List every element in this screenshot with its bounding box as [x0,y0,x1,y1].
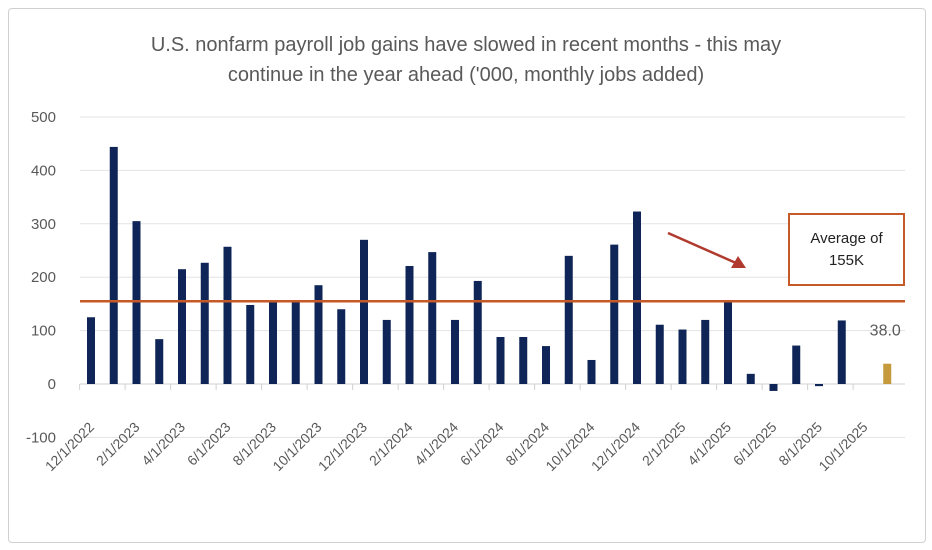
bar [701,319,710,384]
bar [473,280,482,384]
bar [132,221,141,384]
y-tick-label: 200 [31,269,56,286]
x-tick-label: 12/1/2024 [588,419,644,475]
bar [678,329,687,384]
annotation-line-1: Average of [810,229,883,247]
bar [337,309,346,384]
bar [746,373,755,384]
bar [496,337,505,384]
x-tick-label: 6/1/2023 [184,419,234,469]
bar [792,345,801,384]
x-tick-label: 6/1/2024 [457,419,507,469]
y-tick-label: 0 [48,376,56,393]
bar [587,359,596,384]
bar [200,262,209,384]
x-tick-label: 2/1/2023 [93,419,143,469]
annotation-line-2: 155K [828,251,865,269]
data-label: 38.0 [870,323,901,340]
chart-title: U.S. nonfarm payroll job gains have slow… [0,30,932,90]
x-tick-label: 12/1/2023 [315,419,371,475]
bar [178,269,186,384]
x-tick-label: 10/1/2025 [815,419,871,475]
bar [724,301,732,384]
arrow-head-icon [731,256,746,268]
bar [769,384,778,391]
bar [542,346,550,384]
bar [815,384,823,387]
x-tick-label: 12/1/2022 [42,419,98,475]
y-tick-label: -100 [26,429,56,446]
average-annotation: Average of 155K [788,213,905,286]
bar [883,363,892,384]
bar [610,244,619,384]
x-tick-label: 6/1/2025 [730,419,780,469]
x-tick-label: 4/1/2023 [138,419,188,469]
bar [428,252,437,384]
x-tick-label: 2/1/2024 [366,419,416,469]
bar [246,304,255,384]
bar [519,337,528,384]
y-tick-label: 100 [31,323,56,340]
bar [564,255,573,384]
chart-frame [8,8,926,543]
bar [360,239,368,384]
title-line-1: U.S. nonfarm payroll job gains have slow… [150,34,782,56]
bar [291,301,300,384]
title-line-2: continue in the year ahead ('000, monthl… [227,64,705,86]
x-tick-label: 2/1/2025 [639,419,689,469]
bar [269,301,277,384]
bar [405,265,414,384]
y-tick-label: 500 [31,109,56,126]
y-tick-label: 300 [31,216,56,233]
bar [655,324,664,384]
bar [382,319,391,384]
bar [314,285,323,384]
y-tick-label: 400 [31,162,56,179]
bar [633,211,641,384]
bar [223,246,232,384]
bar [87,317,95,384]
bar [837,320,846,384]
bar [451,319,459,384]
bar [109,146,118,384]
x-tick-label: 4/1/2024 [411,419,461,469]
bar [155,339,164,384]
arrow-line [667,231,737,265]
x-tick-label: 4/1/2025 [684,419,734,469]
